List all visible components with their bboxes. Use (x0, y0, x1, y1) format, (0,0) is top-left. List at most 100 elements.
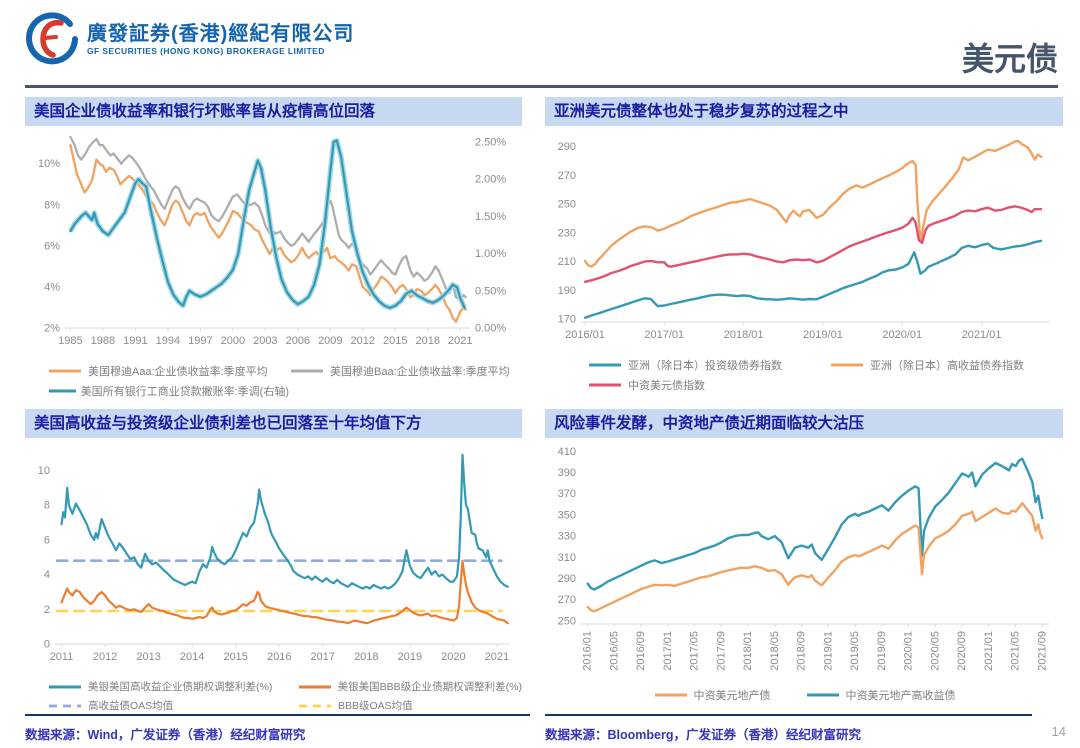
svg-text:4: 4 (44, 569, 50, 581)
svg-text:2009: 2009 (318, 335, 342, 347)
legend-item: 高收益债OAS均值 (47, 698, 297, 713)
chart-us-oas-spread: 2011 2012 2013 2014 2015 2016 2017 2018 2019 2020… (25, 438, 522, 675)
legend-label: BBB级OAS均值 (338, 700, 413, 712)
legend-swatch (831, 363, 863, 367)
data-source-right: 数据来源：Bloomberg，广发证券（香港）经纪财富研究 (545, 728, 861, 742)
svg-text:2014: 2014 (180, 651, 204, 663)
footer-left: 数据来源：Wind，广发证券（香港）经纪财富研究 (25, 714, 530, 743)
legend-label: 美国穆迪Aaa:企业债收益率:季度平均 (88, 366, 268, 378)
svg-text:410: 410 (558, 446, 576, 458)
svg-text:2020: 2020 (441, 651, 465, 663)
svg-text:1.50%: 1.50% (475, 211, 506, 223)
legend-item: 美国穆迪Aaa:企业债收益率:季度平均 (47, 363, 289, 379)
series-china-usd-bond-index (583, 205, 1043, 284)
legend-swatch (589, 383, 621, 387)
svg-text:2018/09: 2018/09 (796, 631, 808, 671)
page-title: 美元债 (961, 41, 1058, 77)
svg-text:2017/09: 2017/09 (715, 631, 727, 671)
svg-text:230: 230 (558, 227, 576, 239)
series-china-usd-property-bond (586, 501, 1044, 613)
svg-text:2015: 2015 (383, 335, 407, 347)
svg-text:270: 270 (558, 594, 576, 606)
svg-text:1985: 1985 (58, 335, 82, 347)
svg-text:2018/05: 2018/05 (769, 631, 781, 671)
svg-text:2017/01: 2017/01 (644, 329, 684, 341)
svg-text:1.00%: 1.00% (475, 248, 506, 260)
svg-text:310: 310 (558, 552, 576, 564)
svg-text:2020/01: 2020/01 (882, 329, 922, 341)
panel-title: 亚洲美元债整体也处于稳步复苏的过程之中 (545, 97, 1063, 126)
chart-legend: 美银美国高收益企业债期权调整利差(%) 美银美国BBB级企业债期权调整利差(%) 高… (25, 679, 522, 713)
chart-svg: 2016/01 2017/01 2018/01 2019/01 2020/01 2021/… (558, 139, 1049, 341)
legend-swatch (49, 369, 81, 373)
series-us-bbb-oas (60, 559, 509, 625)
svg-text:270: 270 (558, 170, 576, 182)
svg-text:2012: 2012 (93, 651, 117, 663)
panel-china-property-bond: 风险事件发酵，中资地产债近期面临较大沽压 2016/01 2016/05 2016/… (545, 409, 1063, 707)
legend-label: 中资美元债指数 (628, 380, 705, 392)
svg-text:6: 6 (44, 534, 50, 546)
company-name-cn: 廣發証券(香港)經紀有限公司 (87, 22, 355, 45)
legend-item: BBB级OAS均值 (297, 698, 413, 713)
legend-swatch (49, 704, 81, 707)
legend-swatch (806, 693, 839, 697)
svg-text:1994: 1994 (156, 335, 180, 347)
footer-divider (545, 714, 1032, 716)
svg-text:2003: 2003 (253, 335, 277, 347)
svg-text:8%: 8% (44, 199, 60, 211)
svg-text:250: 250 (558, 615, 576, 627)
svg-text:2019: 2019 (398, 651, 422, 663)
svg-text:170: 170 (558, 314, 576, 326)
panel-title: 风险事件发酵，中资地产债近期面临较大沽压 (545, 409, 1063, 438)
svg-text:2011: 2011 (50, 651, 74, 663)
header-divider (25, 85, 1058, 88)
legend-item: 美国所有银行工商业贷款撇账率:季调(右轴) (47, 383, 289, 399)
legend-swatch (299, 704, 331, 707)
chart-legend: 美国穆迪Aaa:企业债收益率:季度平均 美国穆迪Baa:企业债收益率:季度平均美国… (25, 363, 522, 399)
svg-text:2018/01: 2018/01 (724, 329, 764, 341)
legend-swatch (49, 685, 81, 688)
legend-swatch (654, 693, 687, 697)
svg-text:1997: 1997 (188, 335, 212, 347)
svg-text:2012: 2012 (351, 335, 375, 347)
svg-text:2021/05: 2021/05 (1010, 631, 1022, 671)
svg-text:390: 390 (558, 467, 576, 479)
svg-text:2016/01: 2016/01 (582, 631, 594, 671)
legend-label: 美国穆迪Baa:企业债收益率:季度平均 (330, 366, 510, 378)
company-logo: 廣發証券(香港)經紀有限公司 GF SECURITIES (HONG KONG)… (25, 12, 354, 66)
svg-text:2018: 2018 (416, 335, 440, 347)
panel-title: 美国高收益与投资级企业债利差也已回落至十年均值下方 (25, 409, 522, 438)
legend-label: 美国所有银行工商业贷款撇账率:季调(右轴) (80, 386, 289, 398)
svg-text:2016/01: 2016/01 (565, 329, 605, 341)
svg-text:2016/05: 2016/05 (608, 631, 620, 671)
svg-text:1991: 1991 (123, 335, 147, 347)
svg-text:2021/01: 2021/01 (983, 631, 995, 671)
footer-right: 数据来源：Bloomberg，广发证券（香港）经纪财富研究 (545, 714, 1032, 743)
legend-item: 中资美元地产债 (653, 687, 771, 703)
legend-label: 高收益债OAS均值 (88, 700, 174, 712)
series-us-hy-oas (60, 453, 509, 590)
chart-legend: 中资美元地产债 中资美元地产高收益债 (545, 687, 1063, 703)
svg-text:8: 8 (44, 500, 50, 512)
gf-logo-icon (26, 12, 78, 65)
svg-text:6%: 6% (44, 240, 60, 252)
series-asia-ex-japan-ig-index (583, 239, 1043, 319)
svg-text:190: 190 (558, 285, 576, 297)
svg-text:370: 370 (558, 488, 576, 500)
legend-item: 中资美元地产高收益债 (805, 687, 956, 703)
svg-text:2006: 2006 (286, 335, 310, 347)
svg-text:2018: 2018 (354, 651, 378, 663)
chart-legend: 亚洲（除日本）投资级债券指数 亚洲（除日本）高收益债券指数 中资美元债指数 (545, 357, 1063, 393)
legend-item: 亚洲（除日本）高收益债券指数 (829, 357, 1024, 373)
svg-text:0.50%: 0.50% (475, 285, 506, 297)
svg-text:2019/09: 2019/09 (876, 631, 888, 671)
svg-text:2019/01: 2019/01 (803, 329, 843, 341)
svg-text:0.00%: 0.00% (475, 323, 506, 335)
svg-text:2020/09: 2020/09 (956, 631, 968, 671)
svg-text:2.50%: 2.50% (475, 136, 506, 148)
chart-asia-usd-bond: 2016/01 2017/01 2018/01 2019/01 2020/01 2021/… (545, 126, 1063, 353)
legend-label: 亚洲（除日本）高收益债券指数 (870, 360, 1024, 372)
chart-us-corp-yield: 1985 1988 1991 1994 1997 2000 2003 2006 2009 2012… (25, 126, 522, 359)
svg-text:2015: 2015 (223, 651, 247, 663)
